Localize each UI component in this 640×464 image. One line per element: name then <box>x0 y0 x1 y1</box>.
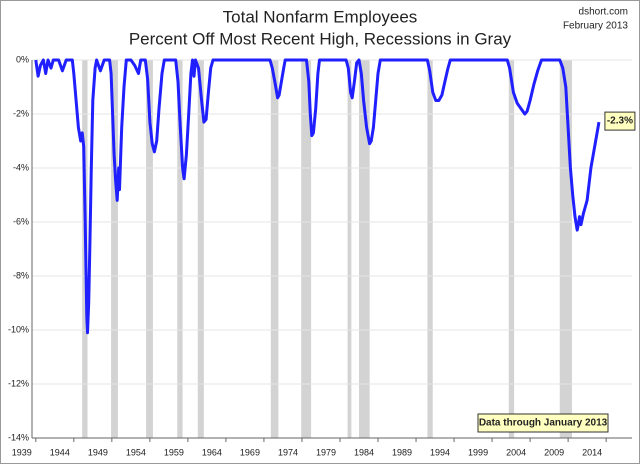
recession-band <box>301 60 312 438</box>
x-tick-label: 1964 <box>202 447 222 457</box>
x-tick-label: 2009 <box>544 447 564 457</box>
x-tick-label: 1944 <box>50 447 70 457</box>
x-tick-label: 2014 <box>582 447 602 457</box>
recession-band <box>358 60 370 438</box>
date: February 2013 <box>563 21 628 32</box>
x-tick-label: 1984 <box>354 447 374 457</box>
x-tick-label: 1969 <box>240 447 260 457</box>
y-tick-label: 0% <box>16 54 29 64</box>
recession-band <box>146 60 153 438</box>
note: Data through January 2013 <box>479 418 608 429</box>
x-tick-label: 1979 <box>316 447 336 457</box>
x-tick-label: 1939 <box>12 447 32 457</box>
line-series <box>34 58 601 335</box>
chart-title: Total Nonfarm Employees <box>223 7 418 26</box>
recession-band <box>177 60 183 438</box>
recession-band <box>347 60 352 438</box>
source: dshort.com <box>579 7 628 18</box>
recession-band <box>508 60 515 438</box>
note-box <box>477 413 609 433</box>
x-tick-label: 2004 <box>506 447 526 457</box>
x-tick-label: 1994 <box>430 447 450 457</box>
x-tick-label: 1949 <box>88 447 108 457</box>
end-label-box <box>604 111 636 131</box>
recession-band <box>559 60 572 438</box>
recession-band <box>197 60 204 438</box>
y-tick-label: -12% <box>8 378 29 388</box>
recession-band <box>270 60 279 438</box>
x-tick-label: 1999 <box>468 447 488 457</box>
chart-subtitle: Percent Off Most Recent High, Recessions… <box>129 29 512 48</box>
recession-band <box>427 60 433 438</box>
x-tick-label: 1954 <box>126 447 146 457</box>
x-tick-label: 1989 <box>392 447 412 457</box>
y-tick-label: -8% <box>13 270 29 280</box>
y-tick-label: -2% <box>13 108 29 118</box>
y-tick-label: -10% <box>8 324 29 334</box>
x-tick-label: 1974 <box>278 447 298 457</box>
y-tick-label: -4% <box>13 162 29 172</box>
recession-band <box>111 60 118 438</box>
end-label: -2.3% <box>607 116 633 127</box>
x-tick-label: 1959 <box>164 447 184 457</box>
y-tick-label: -14% <box>8 432 29 442</box>
y-tick-label: -6% <box>13 216 29 226</box>
